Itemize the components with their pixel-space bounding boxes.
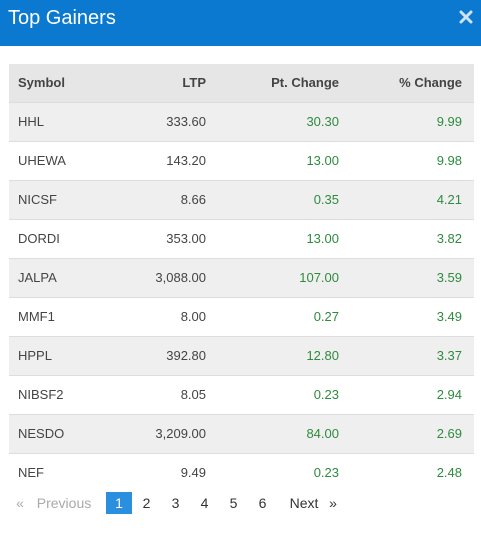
column-header-ltp[interactable]: LTP [119, 64, 206, 102]
table-row[interactable]: NICSF 8.66 0.35 4.21 [9, 180, 474, 219]
cell-pct-change: 3.59 [339, 258, 474, 297]
cell-ltp: 9.49 [119, 453, 206, 492]
cell-ltp: 143.20 [119, 141, 206, 180]
page-button-5[interactable]: 5 [219, 492, 248, 514]
cell-pt-change: 12.80 [206, 336, 339, 375]
cell-pt-change: 0.35 [206, 180, 339, 219]
table-row[interactable]: UHEWA 143.20 13.00 9.98 [9, 141, 474, 180]
cell-ltp: 8.00 [119, 297, 206, 336]
table-row[interactable]: JALPA 3,088.00 107.00 3.59 [9, 258, 474, 297]
table-row[interactable]: HHL 333.60 30.30 9.99 [9, 102, 474, 141]
table-row[interactable]: HPPL 392.80 12.80 3.37 [9, 336, 474, 375]
cell-ltp: 8.05 [119, 375, 206, 414]
cell-pct-change: 3.37 [339, 336, 474, 375]
page-button-4[interactable]: 4 [190, 492, 219, 514]
cell-pct-change: 2.69 [339, 414, 474, 453]
cell-ltp: 3,209.00 [119, 414, 206, 453]
cell-pt-change: 30.30 [206, 102, 339, 141]
cell-ltp: 3,088.00 [119, 258, 206, 297]
previous-page-button[interactable]: Previous [31, 492, 97, 514]
cell-symbol[interactable]: HPPL [9, 336, 119, 375]
cell-pct-change: 3.49 [339, 297, 474, 336]
table-row[interactable]: NESDO 3,209.00 84.00 2.69 [9, 414, 474, 453]
cell-symbol[interactable]: MMF1 [9, 297, 119, 336]
column-header-pt-change[interactable]: Pt. Change [206, 64, 339, 102]
cell-pct-change: 9.98 [339, 141, 474, 180]
cell-symbol[interactable]: NESDO [9, 414, 119, 453]
cell-pct-change: 2.94 [339, 375, 474, 414]
table-row[interactable]: NIBSF2 8.05 0.23 2.94 [9, 375, 474, 414]
gainers-table-container: Symbol LTP Pt. Change % Change HHL 333.60… [9, 64, 474, 492]
table-row[interactable]: NEF 9.49 0.23 2.48 [9, 453, 474, 492]
cell-symbol[interactable]: NEF [9, 453, 119, 492]
column-header-pct-change[interactable]: % Change [339, 64, 474, 102]
cell-symbol[interactable]: HHL [9, 102, 119, 141]
modal-header: Top Gainers [0, 0, 481, 46]
cell-pct-change: 2.48 [339, 453, 474, 492]
cell-pt-change: 107.00 [206, 258, 339, 297]
cell-pt-change: 0.27 [206, 297, 339, 336]
cell-ltp: 353.00 [119, 219, 206, 258]
page-button-1[interactable]: 1 [106, 492, 132, 514]
gainers-table: Symbol LTP Pt. Change % Change HHL 333.60… [9, 64, 474, 492]
next-page-button[interactable]: Next [285, 492, 323, 514]
cell-symbol[interactable]: JALPA [9, 258, 119, 297]
page-button-6[interactable]: 6 [248, 492, 277, 514]
cell-ltp: 392.80 [119, 336, 206, 375]
cell-symbol[interactable]: DORDI [9, 219, 119, 258]
last-page-button[interactable]: » [323, 492, 343, 514]
table-header-row: Symbol LTP Pt. Change % Change [9, 64, 474, 102]
first-page-button[interactable]: « [9, 492, 31, 514]
cell-symbol[interactable]: NIBSF2 [9, 375, 119, 414]
cell-pct-change: 4.21 [339, 180, 474, 219]
cell-pct-change: 9.99 [339, 102, 474, 141]
page-button-3[interactable]: 3 [161, 492, 190, 514]
cell-pct-change: 3.82 [339, 219, 474, 258]
table-row[interactable]: DORDI 353.00 13.00 3.82 [9, 219, 474, 258]
cell-pt-change: 0.23 [206, 453, 339, 492]
cell-symbol[interactable]: UHEWA [9, 141, 119, 180]
cell-ltp: 8.66 [119, 180, 206, 219]
close-icon[interactable] [458, 9, 474, 25]
cell-ltp: 333.60 [119, 102, 206, 141]
modal-title: Top Gainers [8, 6, 116, 30]
pagination: « Previous 1 2 3 4 5 6 Next » [9, 492, 343, 514]
cell-pt-change: 13.00 [206, 141, 339, 180]
cell-pt-change: 84.00 [206, 414, 339, 453]
page-button-2[interactable]: 2 [132, 492, 161, 514]
cell-pt-change: 0.23 [206, 375, 339, 414]
cell-symbol[interactable]: NICSF [9, 180, 119, 219]
table-row[interactable]: MMF1 8.00 0.27 3.49 [9, 297, 474, 336]
column-header-symbol[interactable]: Symbol [9, 64, 119, 102]
cell-pt-change: 13.00 [206, 219, 339, 258]
